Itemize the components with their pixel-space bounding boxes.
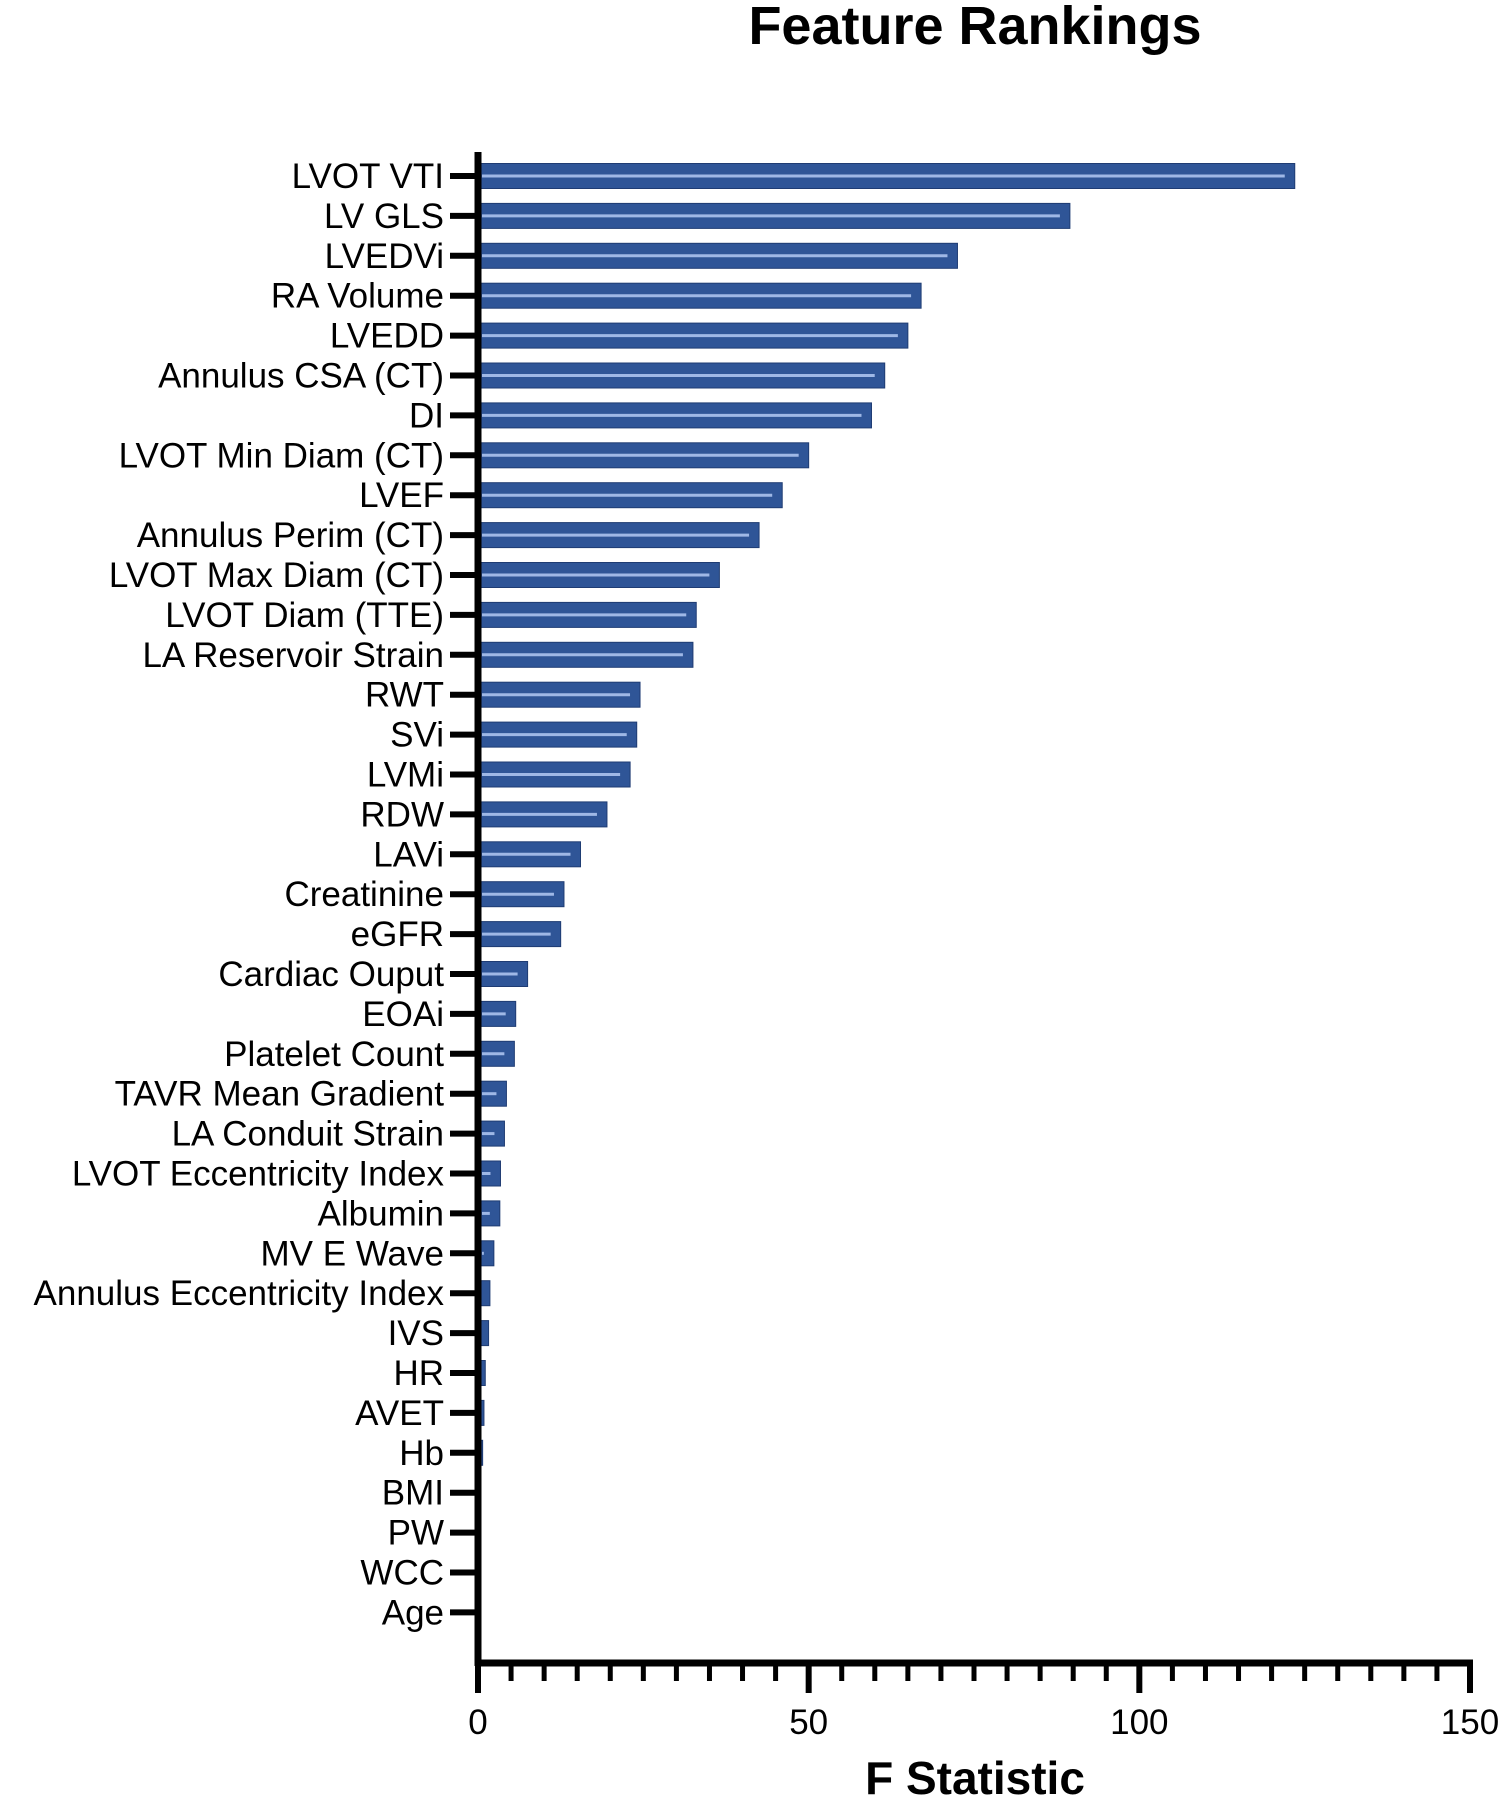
category-label: Annulus Eccentricity Index [34,1274,445,1313]
category-label: Annulus Perim (CT) [137,516,444,555]
bar [477,522,760,549]
bar [477,1160,501,1187]
bar [477,721,638,748]
category-label: IVS [388,1314,444,1353]
category-label: EOAi [362,995,444,1034]
category-label: RWT [365,676,444,715]
category-label: LVOT Eccentricity Index [72,1155,445,1194]
bar [477,761,631,788]
category-label: TAVR Mean Gradient [115,1075,445,1114]
category-label: LVOT Diam (TTE) [165,596,444,635]
bar [477,402,872,429]
category-label: LVEDD [330,317,444,356]
category-label: Hb [399,1434,444,1473]
bar [477,1120,505,1147]
bar [477,362,886,389]
bar [477,1080,507,1107]
bar [477,1040,515,1067]
bar [477,841,582,868]
bar [477,921,562,948]
bar [477,322,909,349]
bar [477,801,608,828]
x-axis-label: F Statistic [865,1752,1085,1802]
bar [477,442,810,469]
category-label: LVEDVi [325,237,444,276]
category-label: WCC [360,1554,444,1593]
category-label: LVOT Min Diam (CT) [119,436,444,475]
bar [477,163,1296,189]
category-label: Platelet Count [224,1035,444,1074]
category-label: MV E Wave [261,1234,444,1273]
category-label: SVi [390,716,444,755]
category-label: LA Reservoir Strain [142,636,444,675]
category-label: Annulus CSA (CT) [158,357,444,396]
bar [477,1000,517,1027]
bar [477,482,783,509]
bar [477,681,641,708]
x-tick-label: 50 [789,1703,828,1742]
bar [477,881,565,908]
bar [477,961,529,987]
category-label: Age [382,1593,444,1632]
category-label: Creatinine [284,875,444,914]
category-label: RA Volume [271,277,444,316]
category-label: LAVi [373,835,444,874]
category-label: DI [409,396,444,435]
category-label: AVET [355,1394,444,1433]
category-label: LVOT Max Diam (CT) [109,556,444,595]
category-label: Cardiac Ouput [218,955,444,994]
category-label: eGFR [351,915,444,954]
category-label: LVMi [367,756,444,795]
bar [477,282,922,309]
category-label: BMI [382,1474,444,1513]
x-tick-label: 150 [1441,1703,1499,1742]
bar [477,202,1071,229]
bar [477,242,958,269]
x-tick-label: 100 [1110,1703,1168,1742]
category-label: LVEF [359,476,444,515]
bar [477,562,720,588]
x-tick-label: 0 [468,1703,487,1742]
bars-layer [477,163,1296,1626]
category-label: HR [393,1354,444,1393]
category-label: LVOT VTI [292,157,444,196]
chart-title: Feature Rankings [748,0,1201,56]
category-label: LA Conduit Strain [172,1115,444,1154]
bar [477,641,694,668]
category-label: PW [388,1514,444,1553]
category-label: LV GLS [324,197,444,236]
category-label: Albumin [318,1194,444,1233]
category-label: RDW [360,795,444,834]
bar [477,601,697,628]
